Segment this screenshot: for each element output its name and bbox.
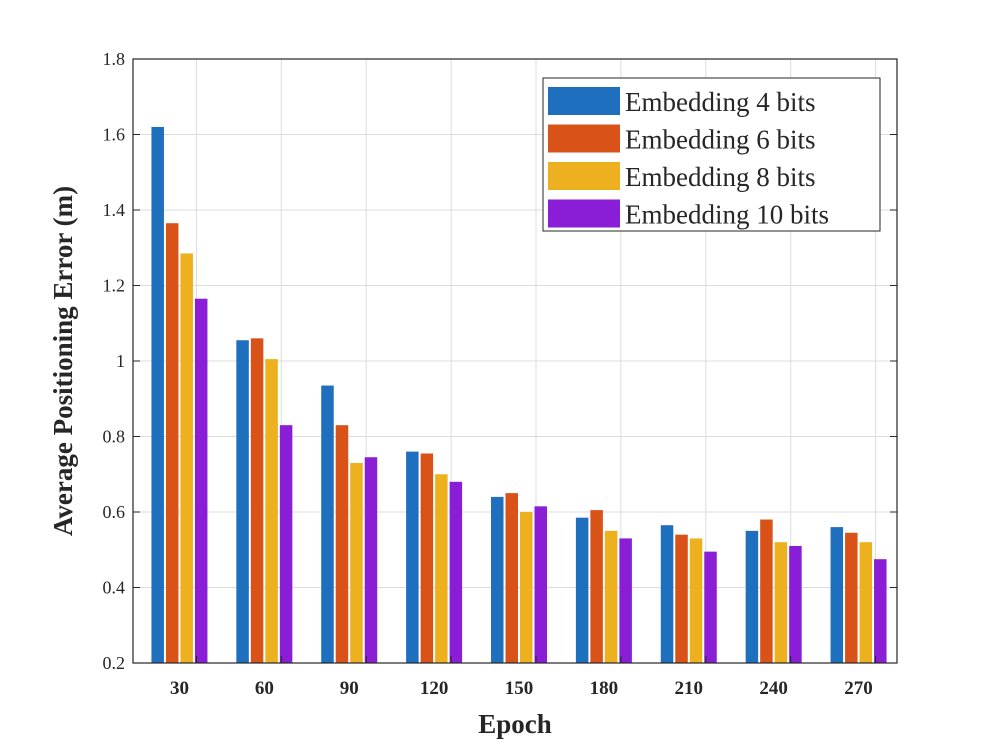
bar-embedding-10-bits-epoch-210	[704, 551, 717, 663]
legend-label: Embedding 4 bits	[625, 87, 816, 117]
bars	[151, 126, 887, 663]
legend-label: Embedding 10 bits	[625, 200, 829, 230]
bar-embedding-6-bits-epoch-90	[335, 425, 349, 663]
y-tick-label: 0.6	[103, 502, 126, 522]
y-tick-label: 1.6	[103, 125, 126, 145]
bar-embedding-8-bits-epoch-60	[265, 359, 278, 663]
legend-swatch	[548, 199, 620, 228]
bar-embedding-6-bits-epoch-150	[505, 493, 518, 663]
bar-embedding-6-bits-epoch-30	[165, 223, 179, 663]
bar-embedding-4-bits-epoch-90	[321, 385, 334, 663]
bar-embedding-4-bits-epoch-120	[406, 451, 419, 663]
x-tick-label: 90	[340, 678, 359, 699]
y-tick-label: 0.2	[103, 653, 126, 673]
bar-embedding-8-bits-epoch-30	[180, 253, 193, 663]
legend-swatch	[548, 87, 620, 115]
x-tick-label: 240	[759, 678, 788, 699]
bar-embedding-10-bits-epoch-120	[449, 481, 463, 663]
y-tick-label: 1	[116, 351, 125, 371]
x-tick-label: 270	[844, 678, 873, 699]
bar-embedding-10-bits-epoch-90	[364, 457, 378, 663]
y-axis-title: Average Positioning Error (m)	[48, 186, 78, 536]
bar-embedding-8-bits-epoch-210	[689, 538, 703, 663]
x-tick-label: 210	[675, 678, 704, 699]
bar-embedding-4-bits-epoch-240	[745, 530, 759, 663]
x-axis: 30 60 90 120 150 180 210 240 270	[170, 656, 877, 699]
bar-embedding-6-bits-epoch-210	[675, 534, 688, 663]
y-axis: 0.2 0.4 0.6 0.8 1 1.2 1.4 1.6 1.8	[103, 49, 897, 673]
legend-swatch	[548, 124, 620, 153]
legend-label: Embedding 8 bits	[625, 162, 816, 192]
bar-embedding-6-bits-epoch-60	[250, 338, 264, 663]
bar-embedding-6-bits-epoch-270	[845, 532, 858, 663]
bar-embedding-10-bits-epoch-270	[874, 559, 887, 663]
y-tick-label: 0.4	[103, 578, 126, 598]
bar-embedding-4-bits-epoch-150	[491, 496, 504, 663]
bar-embedding-4-bits-epoch-270	[830, 527, 844, 663]
bar-embedding-8-bits-epoch-120	[435, 474, 448, 663]
bar-embedding-4-bits-epoch-180	[575, 517, 589, 663]
x-tick-label: 120	[420, 678, 449, 699]
bar-embedding-8-bits-epoch-240	[774, 542, 788, 663]
legend-swatch	[548, 162, 620, 190]
bar-embedding-8-bits-epoch-150	[520, 512, 533, 663]
bar-embedding-6-bits-epoch-240	[760, 519, 773, 663]
bar-embedding-10-bits-epoch-150	[534, 506, 547, 663]
bar-embedding-4-bits-epoch-30	[151, 126, 164, 663]
x-tick-label: 30	[170, 678, 189, 699]
bar-embedding-8-bits-epoch-180	[604, 530, 618, 663]
bar-embedding-10-bits-epoch-60	[279, 425, 293, 663]
bar-embedding-4-bits-epoch-60	[236, 340, 249, 663]
y-tick-label: 1.8	[103, 49, 126, 69]
bar-embedding-10-bits-epoch-240	[789, 545, 802, 663]
bar-embedding-4-bits-epoch-210	[660, 525, 674, 663]
bar-embedding-6-bits-epoch-120	[420, 453, 434, 663]
legend-label: Embedding 6 bits	[625, 125, 816, 155]
x-tick-label: 60	[255, 678, 274, 699]
y-tick-label: 0.8	[103, 427, 126, 447]
y-tick-label: 1.4	[103, 200, 126, 220]
legend: Embedding 4 bits Embedding 6 bits Embeddin…	[542, 77, 881, 232]
x-tick-label: 180	[590, 678, 619, 699]
bar-embedding-10-bits-epoch-180	[619, 538, 632, 663]
bar-embedding-8-bits-epoch-90	[350, 462, 363, 663]
x-tick-label: 150	[505, 678, 534, 699]
x-axis-title: Epoch	[478, 709, 552, 739]
y-tick-label: 1.2	[103, 276, 126, 296]
bar-embedding-8-bits-epoch-270	[859, 542, 873, 663]
bar-embedding-10-bits-epoch-30	[194, 298, 208, 663]
bar-embedding-6-bits-epoch-180	[590, 510, 603, 663]
